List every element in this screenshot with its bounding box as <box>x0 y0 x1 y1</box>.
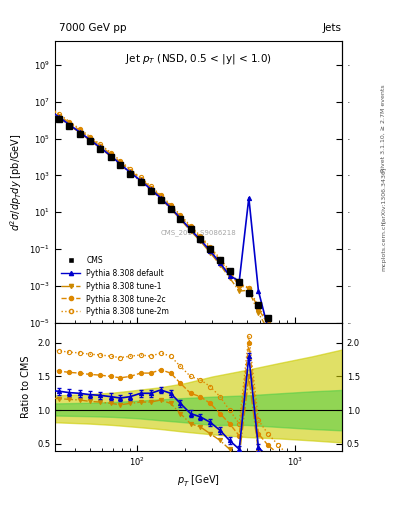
Y-axis label: $d^2\sigma/dp_T dy$ [pb/GeV]: $d^2\sigma/dp_T dy$ [pb/GeV] <box>8 133 24 230</box>
Text: Jets: Jets <box>323 23 342 33</box>
Text: 7000 GeV pp: 7000 GeV pp <box>59 23 127 33</box>
Text: CMS_2011_S9086218: CMS_2011_S9086218 <box>161 229 236 236</box>
Text: Jet $p_T$ (NSD, 0.5 < |y| < 1.0): Jet $p_T$ (NSD, 0.5 < |y| < 1.0) <box>125 52 272 66</box>
Text: [arXiv:1306.3436]: [arXiv:1306.3436] <box>381 166 386 223</box>
X-axis label: $p_T^{}$ [GeV]: $p_T^{}$ [GeV] <box>177 474 220 488</box>
Text: mcplots.cern.ch: mcplots.cern.ch <box>381 221 386 271</box>
Y-axis label: Ratio to CMS: Ratio to CMS <box>22 355 31 418</box>
Legend: CMS, Pythia 8.308 default, Pythia 8.308 tune-1, Pythia 8.308 tune-2c, Pythia 8.3: CMS, Pythia 8.308 default, Pythia 8.308 … <box>59 254 171 319</box>
Text: Rivet 3.1.10, ≥ 2.7M events: Rivet 3.1.10, ≥ 2.7M events <box>381 84 386 172</box>
